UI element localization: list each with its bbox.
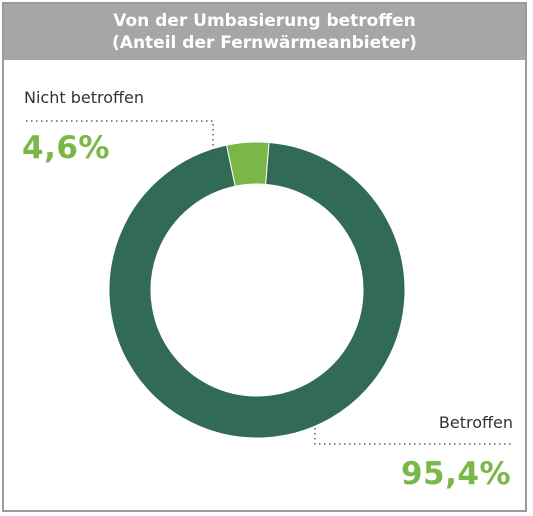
chart-title-line1: Von der Umbasierung betroffen — [113, 11, 416, 31]
leader-lines — [26, 120, 512, 445]
donut-slice-betroffen — [108, 141, 406, 439]
value-label-betroffen: 95,4% — [400, 456, 511, 492]
category-label-betroffen: Betroffen — [438, 413, 513, 432]
leader-line-betroffen — [314, 428, 512, 445]
chart-title-line2: (Anteil der Fernwärmeanbieter) — [112, 33, 417, 53]
donut-slices — [108, 141, 406, 439]
chart-title: Von der Umbasierung betroffen (Anteil de… — [4, 4, 525, 60]
value-label-nicht-betroffen: 4,6% — [22, 130, 110, 166]
category-label-nicht-betroffen: Nicht betroffen — [24, 88, 145, 107]
